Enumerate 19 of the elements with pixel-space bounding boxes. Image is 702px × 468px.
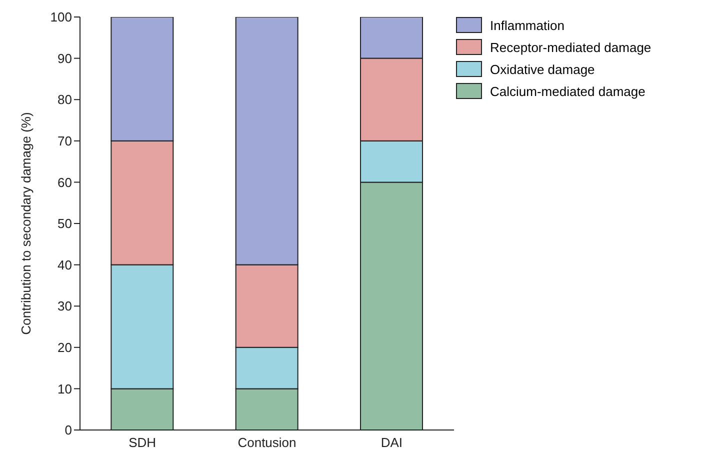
y-tick-label: 50 [58, 216, 72, 232]
legend-label: Inflammation [490, 18, 564, 32]
x-tick-label: SDH [128, 435, 156, 450]
y-tick-label: 100 [50, 10, 72, 25]
x-tick-label: Contusion [238, 435, 296, 450]
y-tick-label: 20 [58, 340, 72, 356]
y-tick-label: 70 [58, 134, 72, 149]
y-tick-label: 10 [58, 381, 72, 396]
y-tick-label: 90 [58, 50, 72, 66]
legend-label: Calcium-mediated damage [490, 84, 646, 98]
y-tick-label: 80 [58, 92, 72, 108]
legend-label: Receptor-mediated damage [490, 40, 652, 54]
y-axis-title: Contribution to secondary damage (%) [18, 112, 34, 335]
y-tick-label: 0 [64, 422, 72, 438]
y-tick-label: 30 [58, 298, 72, 314]
legend-label: Oxidative damage [490, 62, 595, 76]
x-tick-label: DAI [380, 435, 403, 450]
y-tick-label: 40 [58, 257, 72, 272]
y-tick-label: 60 [58, 174, 72, 190]
